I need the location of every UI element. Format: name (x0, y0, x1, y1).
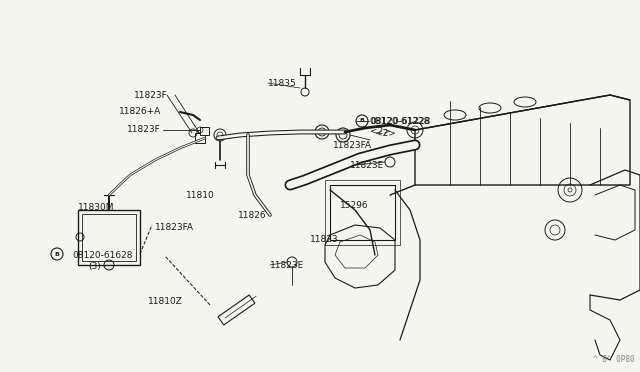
Text: 11810: 11810 (186, 192, 215, 201)
Circle shape (315, 125, 329, 139)
Bar (218, 295, 255, 325)
Text: 11810Z: 11810Z (148, 298, 183, 307)
Text: <2>: <2> (370, 128, 391, 137)
Circle shape (336, 128, 350, 142)
Circle shape (558, 178, 582, 202)
Text: (3): (3) (88, 263, 100, 272)
Text: 11823: 11823 (310, 235, 339, 244)
Text: 15296: 15296 (340, 202, 369, 211)
Text: 08120-61228: 08120-61228 (370, 116, 430, 125)
Bar (200, 127, 209, 135)
Text: 11823FA: 11823FA (333, 141, 372, 150)
Text: 11826: 11826 (238, 212, 267, 221)
Circle shape (385, 157, 395, 167)
Text: 08120-61228: 08120-61228 (369, 118, 429, 126)
Bar (330, 185, 395, 240)
Text: 11823F: 11823F (134, 90, 168, 99)
Circle shape (356, 115, 368, 127)
Bar (82, 214, 136, 261)
Text: 11823FA: 11823FA (155, 224, 194, 232)
Text: 11835: 11835 (268, 78, 297, 87)
Bar (78, 210, 140, 265)
Text: ^ 8^ 0P80: ^ 8^ 0P80 (593, 355, 635, 364)
Bar (325, 180, 400, 245)
Text: 11823F: 11823F (127, 125, 161, 135)
Circle shape (545, 220, 565, 240)
Text: B: B (360, 119, 364, 124)
Circle shape (287, 257, 297, 267)
Text: 11823E: 11823E (270, 260, 304, 269)
Text: <2>: <2> (375, 128, 396, 138)
Circle shape (407, 122, 423, 138)
Text: 08120-61628: 08120-61628 (72, 250, 132, 260)
Text: B: B (54, 251, 60, 257)
Text: 11826+A: 11826+A (119, 108, 161, 116)
Circle shape (214, 129, 226, 141)
Text: 11823E: 11823E (350, 160, 384, 170)
Bar (195, 133, 205, 143)
Circle shape (51, 248, 63, 260)
Text: 11830M: 11830M (78, 203, 115, 212)
